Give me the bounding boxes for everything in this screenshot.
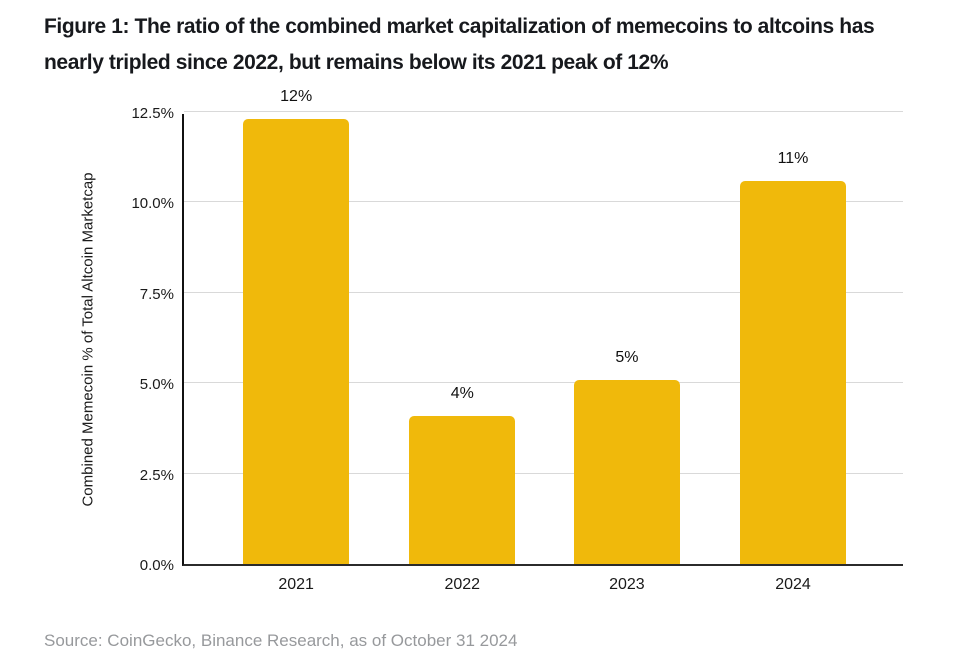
bar-value-label: 12%	[280, 88, 313, 106]
gridline	[184, 382, 903, 384]
bar-2023	[573, 379, 680, 564]
gridline	[184, 291, 903, 293]
x-tick-label: 2021	[278, 576, 314, 593]
source-caption: Source: CoinGecko, Binance Research, as …	[44, 631, 518, 650]
y-tick-label: 12.5%	[131, 105, 174, 122]
y-tick-label: 10.0%	[131, 195, 174, 213]
x-tick-label: 2023	[609, 576, 645, 593]
y-tick-label: 7.5%	[139, 285, 174, 303]
y-tick-label: 2.5%	[139, 466, 174, 484]
plot-area: 12% 2021 4% 2022 5% 2023 11% 2024	[182, 88, 903, 593]
x-tick-label: 2024	[775, 576, 811, 593]
bar-value-label: 5%	[615, 348, 639, 366]
bar-value-label: 11%	[777, 149, 809, 167]
bar-2021	[243, 119, 350, 564]
y-tick-label: 5.0%	[139, 376, 174, 394]
gridline	[184, 201, 903, 203]
gridline	[184, 111, 903, 112]
y-tick-label: 0.0%	[139, 557, 174, 574]
gridline	[184, 472, 903, 474]
bar-value-label: 4%	[450, 384, 474, 402]
figure-title-line-2: nearly tripled since 2022, but remains b…	[44, 51, 669, 74]
bar-2024	[739, 180, 846, 564]
figure-title: Figure 1: The ratio of the combined mark…	[44, 9, 954, 81]
bar-2022	[409, 415, 516, 564]
y-axis-tick-labels: 0.0% 2.5% 5.0% 7.5% 10.0% 12.5%	[0, 105, 174, 574]
x-tick-label: 2022	[444, 576, 481, 593]
figure-title-line-1: Figure 1: The ratio of the combined mark…	[44, 15, 875, 38]
